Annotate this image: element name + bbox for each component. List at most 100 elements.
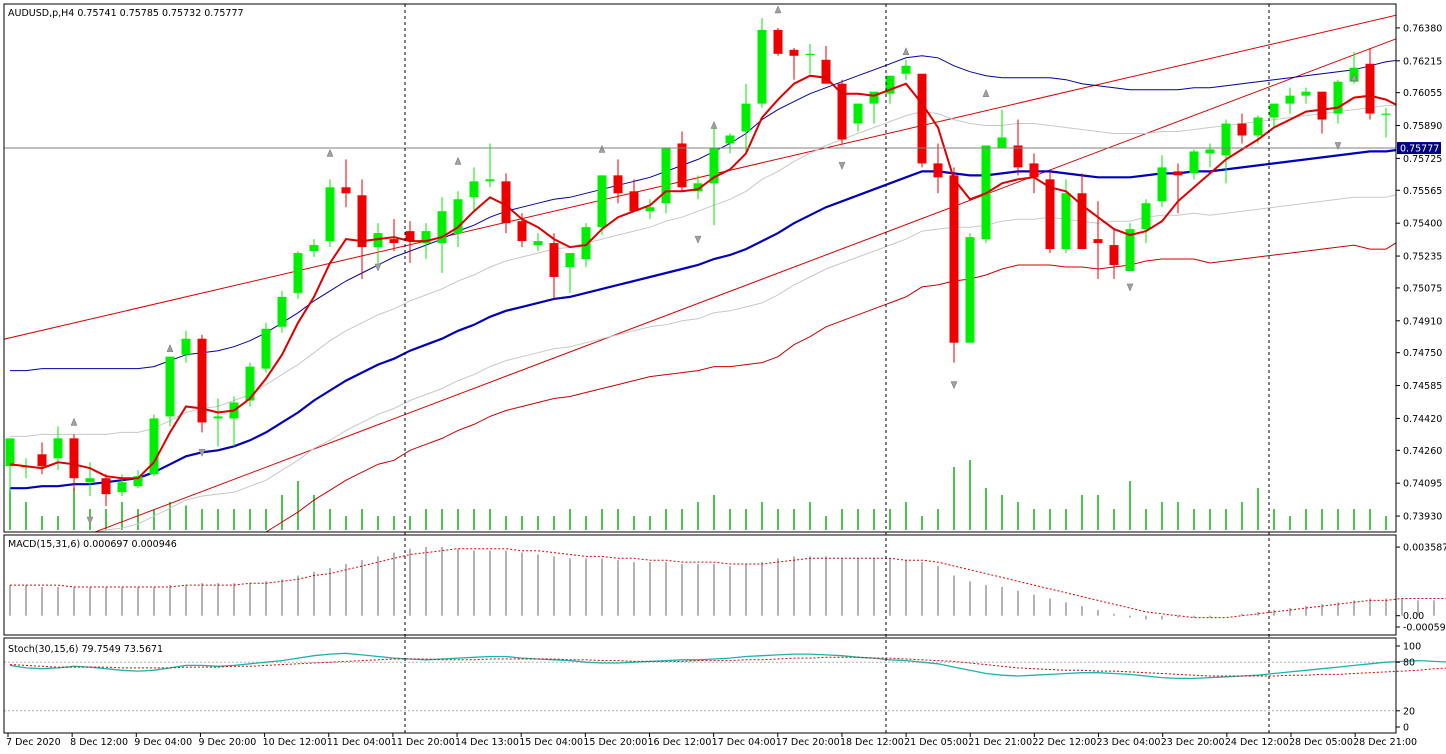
- bull-candle: [5, 438, 15, 467]
- band-outer-lower-line: [264, 242, 1396, 532]
- price-tick-label: 0.74095: [1403, 479, 1442, 490]
- bear-candle: [1045, 179, 1055, 250]
- bull-candle: [133, 476, 143, 487]
- macd-tick-label: 0.003587: [1403, 543, 1446, 554]
- bull-candle: [245, 366, 255, 401]
- bull-candle: [1253, 117, 1263, 136]
- fractal-down-marker: [1334, 142, 1342, 151]
- bear-candle: [1029, 163, 1039, 178]
- price-tick-label: 0.75235: [1403, 252, 1442, 263]
- macd-tick-label: 0.00: [1403, 611, 1424, 622]
- price-tick-label: 0.76215: [1403, 56, 1442, 67]
- stoch-tick-label: 80: [1403, 658, 1415, 669]
- time-tick-label: 22 Dec 12:00: [1032, 737, 1096, 748]
- channel-line: [93, 38, 1396, 532]
- bull-candle: [1269, 103, 1279, 118]
- bear-candle: [517, 221, 527, 242]
- bull-candle: [805, 53, 815, 56]
- bear-candle: [773, 29, 783, 54]
- bear-candle: [1093, 239, 1103, 244]
- fractal-up-marker: [902, 47, 910, 56]
- bull-candle: [1141, 203, 1151, 230]
- price-tick-label: 0.75075: [1403, 283, 1442, 294]
- bull-candle: [325, 187, 335, 242]
- time-tick-label: 11 Dec 04:00: [327, 737, 391, 748]
- bull-candle: [565, 253, 575, 268]
- bear-candle: [917, 73, 927, 164]
- stochastic-pane[interactable]: [4, 652, 1446, 712]
- time-tick-label: 11 Dec 20:00: [391, 737, 455, 748]
- bull-candle: [597, 175, 607, 228]
- bull-candle: [261, 328, 271, 369]
- price-tick-label: 0.73930: [1403, 512, 1442, 523]
- fractal-up-marker: [774, 5, 782, 14]
- main-pane-frame: [3, 3, 1397, 533]
- price-tick-label: 0.75400: [1403, 219, 1442, 230]
- macd-pane[interactable]: [9, 546, 1446, 620]
- bear-candle: [1317, 91, 1327, 120]
- fractal-down-marker: [950, 381, 958, 390]
- bear-candle: [1109, 245, 1119, 266]
- channel-line: [4, 14, 1396, 340]
- time-tick-label: 23 Dec 04:00: [1097, 737, 1161, 748]
- axes: 0.76380 0.76215 0.76055 0.75890 0.75725 0.755…: [3, 3, 1446, 748]
- bull-candle: [645, 207, 655, 212]
- bull-candle: [181, 338, 191, 355]
- time-tick-label: 8 Dec 12:00: [70, 737, 128, 748]
- bear-candle: [677, 143, 687, 188]
- bull-candle: [709, 147, 719, 184]
- time-tick-label: 28 Dec 21:00: [1353, 737, 1417, 748]
- bull-candle: [1061, 193, 1071, 250]
- price-tick-label: 0.76055: [1403, 88, 1442, 99]
- bull-candle: [581, 227, 591, 260]
- stoch-main-line: [9, 652, 1446, 680]
- fractal-down-marker: [198, 449, 206, 457]
- bear-candle: [1365, 63, 1375, 114]
- time-tick-label: 21 Dec 21:00: [968, 737, 1032, 748]
- bear-candle: [1237, 123, 1247, 136]
- time-tick-label: 18 Dec 12:00: [840, 737, 904, 748]
- bull-candle: [309, 245, 319, 252]
- bear-candle: [949, 175, 959, 343]
- bear-candle: [197, 338, 207, 423]
- fractal-up-marker: [710, 120, 718, 129]
- bull-candle: [421, 231, 431, 244]
- fractal-up-marker: [598, 144, 606, 153]
- fractal-up-marker: [982, 89, 990, 97]
- price-tick-label: 0.74420: [1403, 414, 1442, 425]
- bear-candle: [1173, 171, 1183, 176]
- fractal-down-marker: [1126, 283, 1134, 292]
- price-tick-label: 0.75725: [1403, 154, 1442, 165]
- bear-candle: [341, 187, 351, 194]
- bear-candle: [933, 163, 943, 178]
- bull-candle: [1285, 95, 1295, 104]
- fractal-down-marker: [86, 516, 94, 525]
- bear-candle: [405, 231, 415, 242]
- bull-candle: [117, 482, 127, 493]
- bull-candle: [1205, 149, 1215, 154]
- macd-signal-line: [10, 548, 1446, 619]
- bull-candle: [741, 103, 751, 132]
- time-tick-label: 17 Dec 20:00: [776, 737, 840, 748]
- bear-candle: [837, 83, 847, 140]
- current-price-label: 0.75777: [1400, 144, 1439, 155]
- time-tick-label: 17 Dec 04:00: [712, 737, 776, 748]
- time-tick-label: 28 Dec 05:00: [1289, 737, 1353, 748]
- bull-candle: [485, 179, 495, 182]
- bull-candle: [885, 75, 895, 94]
- stoch-tick-label: 0: [1403, 723, 1409, 734]
- ma-fast-line: [9, 74, 1396, 480]
- bear-candle: [629, 191, 639, 212]
- stochastic-pane-frame: [3, 637, 1397, 734]
- bull-candle: [293, 253, 303, 293]
- bull-candle: [901, 65, 911, 74]
- bull-candle: [725, 135, 735, 144]
- bull-candle: [1381, 113, 1391, 115]
- main-price-pane[interactable]: [0, 0, 1446, 606]
- price-tick-label: 0.75890: [1403, 121, 1442, 132]
- macd-tick-label: -0.00059: [1403, 622, 1446, 633]
- bull-candle: [965, 237, 975, 343]
- time-tick-label: 7 Dec 2020: [6, 737, 61, 748]
- time-tick-label: 14 Dec 13:00: [455, 737, 519, 748]
